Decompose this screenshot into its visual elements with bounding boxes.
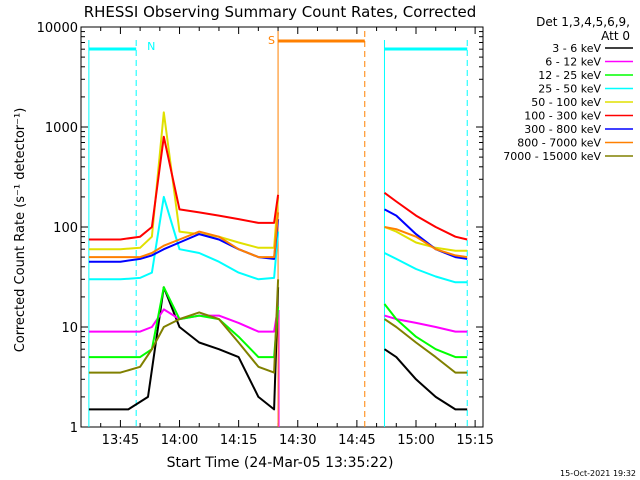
- x-tick-label: 14:00: [161, 433, 198, 448]
- night-label: N: [147, 40, 155, 53]
- saa-label: S: [268, 34, 275, 47]
- legend-label: 25 - 50 keV: [538, 83, 601, 96]
- legend-label: 800 - 7000 keV: [517, 137, 601, 150]
- legend-header-attenuator: Att 0: [601, 29, 630, 43]
- chart-title: RHESSI Observing Summary Count Rates, Co…: [84, 3, 477, 21]
- series-line-4-seg1: [384, 226, 468, 252]
- series-line-8-seg0: [88, 279, 280, 374]
- x-tick-label: 14:15: [220, 433, 257, 448]
- legend-label: 12 - 25 keV: [538, 69, 601, 82]
- legend-label: 300 - 800 keV: [524, 123, 601, 136]
- y-tick-label: 1000: [45, 121, 78, 136]
- y-tick-label: 100: [53, 221, 78, 236]
- y-tick-label: 10: [61, 321, 78, 336]
- series-line-8-seg1: [383, 318, 468, 374]
- plot-frame: [80, 26, 484, 428]
- series-line-6-seg1: [384, 208, 468, 260]
- x-tick-label: 14:45: [338, 433, 375, 448]
- series-line-7-seg0: [88, 212, 280, 259]
- series-line-1-seg1: [384, 314, 468, 333]
- series-line-7-seg1: [384, 226, 468, 259]
- series-line-2-seg1: [383, 303, 468, 359]
- footer-date: 15-Oct-2021 19:32: [560, 469, 636, 478]
- y-tick-label: 10000: [37, 21, 78, 36]
- x-tick-label: 15:00: [397, 433, 434, 448]
- series-line-0-seg0: [88, 286, 280, 411]
- axis-ticks: 1 10 100 1000 10000 13:45 14:00 14:15 14:30 14:45…: [37, 21, 494, 448]
- x-tick-label: 13:45: [102, 433, 139, 448]
- series-line-3-seg1: [384, 252, 468, 284]
- legend-header-detectors: Det 1,3,4,5,6,9,: [536, 15, 630, 29]
- x-tick-label: 14:30: [279, 433, 316, 448]
- legend-label: 7000 - 15000 keV: [503, 150, 601, 163]
- legend-label: 50 - 100 keV: [531, 96, 601, 109]
- y-tick-label: 1: [70, 421, 78, 436]
- series-line-2-seg0: [88, 286, 280, 359]
- series-line-0-seg1: [383, 348, 468, 411]
- legend-label: 100 - 300 keV: [524, 110, 601, 123]
- y-axis-label: Corrected Count Rate (s⁻¹ detector⁻¹): [13, 108, 28, 353]
- series-layer: [88, 111, 468, 411]
- legend-label: 6 - 12 keV: [545, 56, 601, 69]
- x-tick-label: 15:15: [456, 433, 493, 448]
- series-line-5-seg1: [383, 191, 468, 241]
- series-line-4-seg0: [88, 111, 280, 251]
- series-line-5-seg0: [88, 135, 280, 241]
- x-axis-label: Start Time (24-Mar-05 13:35:22): [167, 455, 394, 471]
- series-line-3-seg0: [88, 195, 280, 281]
- legend-label: 3 - 6 keV: [552, 42, 601, 55]
